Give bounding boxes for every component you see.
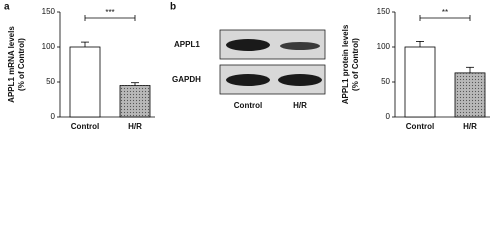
panel-label: a [4, 2, 10, 13]
figure: a b APPL1 GAPDH Control H/R 0 50 100 150 APP… [4, 2, 490, 131]
y-axis-label: APPL1 mRNA levels [7, 26, 16, 103]
band [280, 42, 320, 50]
y-tick-label: 100 [42, 42, 56, 51]
bar [404, 46, 436, 118]
x-tick-label: Control [406, 122, 434, 131]
y-tick-label: 100 [377, 42, 391, 51]
y-axis-label: (% of Control) [351, 38, 360, 91]
lane-label: Control [234, 101, 262, 110]
band-label: APPL1 [174, 40, 200, 49]
panel-label: b [170, 2, 176, 13]
band [278, 74, 322, 86]
band [226, 39, 270, 51]
band-label: GAPDH [172, 75, 201, 84]
x-tick-label: H/R [128, 122, 142, 131]
significance-label: *** [105, 8, 114, 17]
y-tick-label: 50 [46, 77, 55, 86]
western-blot: APPL1 GAPDH Control H/R [172, 29, 326, 110]
bar-pattern [455, 72, 485, 117]
y-axis-label: (% of Control) [17, 38, 26, 91]
y-tick-label: 150 [377, 7, 391, 16]
bar [69, 46, 101, 118]
x-tick-label: Control [71, 122, 99, 131]
y-axis-label: APPL1 protein levels [341, 24, 350, 104]
y-tick-label: 50 [381, 77, 390, 86]
bar-pattern [120, 85, 150, 117]
y-tick-label: 0 [386, 112, 391, 121]
x-tick-label: H/R [463, 122, 477, 131]
significance-label: ** [442, 8, 448, 17]
band [226, 74, 270, 86]
lane-label: H/R [293, 101, 307, 110]
y-tick-label: 150 [42, 7, 56, 16]
y-tick-label: 0 [51, 112, 56, 121]
